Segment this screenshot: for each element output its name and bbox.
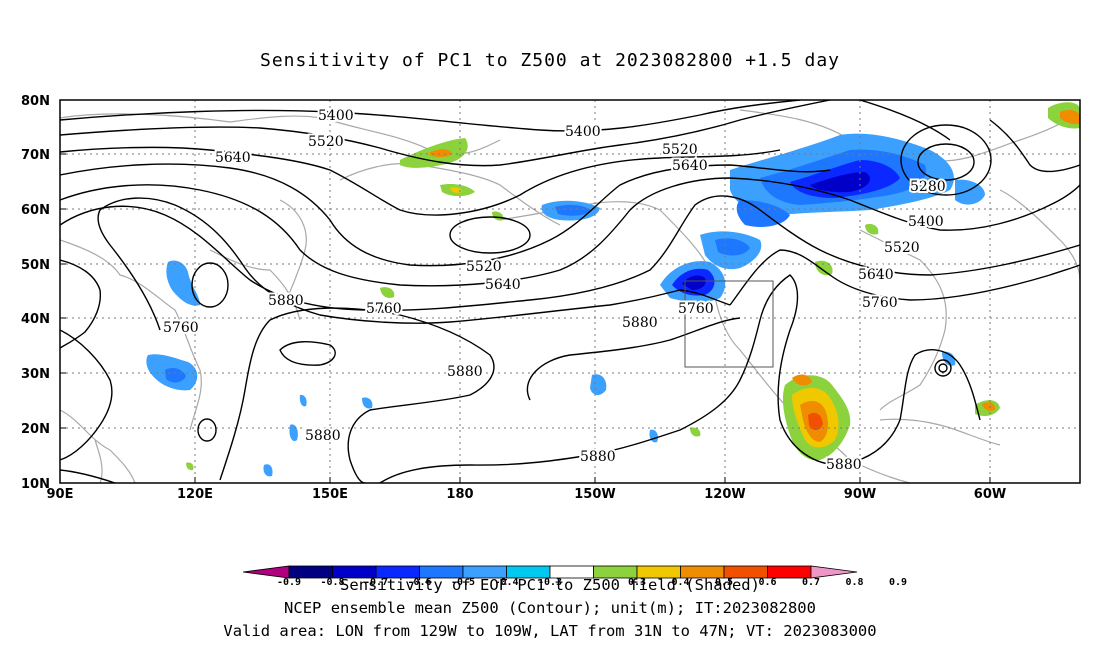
contour-label: 5760	[678, 301, 714, 317]
contour-label: 5880	[622, 315, 658, 331]
lat-label: 60N	[21, 203, 50, 218]
contour-label: 5520	[884, 240, 920, 256]
latitude-labels: 80N 70N 60N 50N 40N 30N 20N 10N	[21, 94, 50, 492]
z500-contours	[60, 100, 1080, 483]
sensitivity-shading	[146, 102, 1080, 477]
contour-label: 5880	[268, 293, 304, 309]
colorbar: -0.9 -0.8 -0.7 -0.6 -0.5 -0.4 -0.3 0.3 0.4 0.5 0.6…	[242, 565, 907, 588]
lon-label: 60W	[974, 487, 1006, 502]
contour-label: 5880	[580, 449, 616, 465]
contour-labels: 5400 5520 5640 5400 5520 5640 5280 5400 …	[161, 106, 948, 475]
colorbar-label: -0.9	[277, 577, 301, 588]
lon-label: 90W	[844, 487, 876, 502]
lon-label: 120E	[177, 487, 213, 502]
lon-label: 90E	[47, 487, 74, 502]
lat-label: 80N	[21, 94, 50, 109]
colorbar-label: 0.9	[889, 577, 907, 588]
contour-label: 5640	[485, 277, 521, 293]
contour-label: 5400	[565, 124, 601, 140]
map-plot-area: 5400 5520 5640 5400 5520 5640 5280 5400 …	[60, 100, 1080, 483]
contour-label: 5880	[305, 428, 341, 444]
map-frame	[59, 99, 1081, 484]
contour-label: 5640	[215, 150, 251, 166]
lon-label: 120W	[704, 487, 745, 502]
contour-label: 5640	[858, 267, 894, 283]
contour-label: 5520	[308, 134, 344, 150]
contour-label: 5760	[366, 301, 402, 317]
colorbar-label: -0.5	[451, 577, 475, 588]
colorbar-label: -0.8	[320, 577, 344, 588]
colorbar-label: 0.5	[715, 577, 733, 588]
caption-shaded: Sensitivity of EOF PC1 to Z500 field (Sh…	[340, 576, 760, 594]
colorbar-label: -0.4	[494, 577, 518, 588]
contour-label: 5280	[910, 179, 946, 195]
lat-label: 50N	[21, 258, 50, 273]
lat-label: 70N	[21, 148, 50, 163]
contour-label: 5520	[662, 142, 698, 158]
contour-label: 5880	[826, 457, 862, 473]
colorbar-swatch	[810, 565, 858, 579]
tick-marks	[60, 99, 991, 483]
contour-label: 5760	[163, 320, 199, 336]
lat-label: 30N	[21, 367, 50, 382]
lat-label: 10N	[21, 477, 50, 492]
lat-label: 40N	[21, 312, 50, 327]
longitude-labels: 90E 120E 150E 180 150W 120W 90W 60W	[47, 487, 1007, 502]
lon-label: 180	[446, 487, 473, 502]
lon-label: 150E	[312, 487, 348, 502]
colorbar-label: -0.7	[364, 577, 388, 588]
lat-label: 20N	[21, 422, 50, 437]
colorbar-label: 0.8	[845, 577, 863, 588]
colorbar-label: 0.3	[628, 577, 646, 588]
contour-label: 5760	[862, 295, 898, 311]
graticule	[60, 100, 1080, 483]
colorbar-label: -0.6	[407, 577, 431, 588]
caption-contour: NCEP ensemble mean Z500 (Contour); unit(…	[284, 599, 816, 617]
colorbar-label: 0.6	[758, 577, 776, 588]
contour-label: 5400	[908, 214, 944, 230]
valid-area-box	[684, 280, 774, 368]
caption-valid-area: Valid area: LON from 129W to 109W, LAT f…	[223, 622, 877, 640]
colorbar-label: 0.7	[802, 577, 820, 588]
contour-label: 5880	[447, 364, 483, 380]
colorbar-label: 0.4	[671, 577, 689, 588]
contour-label: 5640	[672, 158, 708, 174]
colorbar-label: -0.3	[538, 577, 562, 588]
contour-label: 5520	[466, 259, 502, 275]
map-title: Sensitivity of PC1 to Z500 at 2023082800…	[259, 50, 840, 71]
contour-label: 5400	[318, 108, 354, 124]
lon-label: 150W	[574, 487, 615, 502]
